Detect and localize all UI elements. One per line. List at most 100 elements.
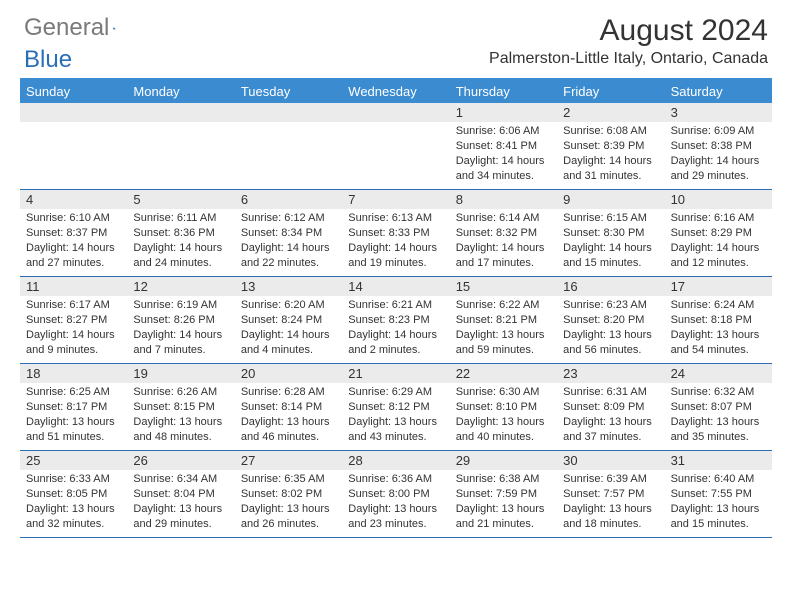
sunset-text: Sunset: 8:17 PM [26,400,121,415]
day-cell: 18Sunrise: 6:25 AMSunset: 8:17 PMDayligh… [20,364,127,450]
logo-triangle-icon [113,17,117,39]
week-row: 4Sunrise: 6:10 AMSunset: 8:37 PMDaylight… [20,190,772,277]
day-number: 29 [450,451,557,470]
day-cell: 11Sunrise: 6:17 AMSunset: 8:27 PMDayligh… [20,277,127,363]
day-body: Sunrise: 6:21 AMSunset: 8:23 PMDaylight:… [342,296,449,361]
day-cell: 1Sunrise: 6:06 AMSunset: 8:41 PMDaylight… [450,103,557,189]
day-number: 22 [450,364,557,383]
title-block: August 2024 Palmerston-Little Italy, Ont… [489,14,768,68]
sunset-text: Sunset: 8:24 PM [241,313,336,328]
sunrise-text: Sunrise: 6:30 AM [456,385,551,400]
day-number: 12 [127,277,234,296]
day-cell: 6Sunrise: 6:12 AMSunset: 8:34 PMDaylight… [235,190,342,276]
sunset-text: Sunset: 8:14 PM [241,400,336,415]
sunrise-text: Sunrise: 6:20 AM [241,298,336,313]
sunrise-text: Sunrise: 6:13 AM [348,211,443,226]
day-cell: 2Sunrise: 6:08 AMSunset: 8:39 PMDaylight… [557,103,664,189]
sunrise-text: Sunrise: 6:21 AM [348,298,443,313]
sunset-text: Sunset: 8:32 PM [456,226,551,241]
daylight-text: Daylight: 13 hours and 51 minutes. [26,415,121,445]
day-body: Sunrise: 6:06 AMSunset: 8:41 PMDaylight:… [450,122,557,187]
day-cell: 9Sunrise: 6:15 AMSunset: 8:30 PMDaylight… [557,190,664,276]
sunrise-text: Sunrise: 6:17 AM [26,298,121,313]
sunrise-text: Sunrise: 6:34 AM [133,472,228,487]
day-number: 31 [665,451,772,470]
weekday-header: Sunday [20,80,127,103]
day-cell [20,103,127,189]
day-body: Sunrise: 6:24 AMSunset: 8:18 PMDaylight:… [665,296,772,361]
day-body: Sunrise: 6:19 AMSunset: 8:26 PMDaylight:… [127,296,234,361]
day-body: Sunrise: 6:34 AMSunset: 8:04 PMDaylight:… [127,470,234,535]
day-cell: 8Sunrise: 6:14 AMSunset: 8:32 PMDaylight… [450,190,557,276]
day-cell: 31Sunrise: 6:40 AMSunset: 7:55 PMDayligh… [665,451,772,537]
day-cell: 4Sunrise: 6:10 AMSunset: 8:37 PMDaylight… [20,190,127,276]
sunrise-text: Sunrise: 6:29 AM [348,385,443,400]
daylight-text: Daylight: 14 hours and 34 minutes. [456,154,551,184]
day-body: Sunrise: 6:13 AMSunset: 8:33 PMDaylight:… [342,209,449,274]
sunrise-text: Sunrise: 6:36 AM [348,472,443,487]
day-cell: 5Sunrise: 6:11 AMSunset: 8:36 PMDaylight… [127,190,234,276]
sunrise-text: Sunrise: 6:32 AM [671,385,766,400]
sunset-text: Sunset: 8:10 PM [456,400,551,415]
daylight-text: Daylight: 13 hours and 40 minutes. [456,415,551,445]
day-body: Sunrise: 6:40 AMSunset: 7:55 PMDaylight:… [665,470,772,535]
daylight-text: Daylight: 14 hours and 24 minutes. [133,241,228,271]
day-number: 10 [665,190,772,209]
daylight-text: Daylight: 13 hours and 15 minutes. [671,502,766,532]
weekday-header: Friday [557,80,664,103]
sunrise-text: Sunrise: 6:38 AM [456,472,551,487]
day-body: Sunrise: 6:38 AMSunset: 7:59 PMDaylight:… [450,470,557,535]
day-number [342,103,449,122]
day-number: 2 [557,103,664,122]
sunset-text: Sunset: 8:02 PM [241,487,336,502]
day-body: Sunrise: 6:33 AMSunset: 8:05 PMDaylight:… [20,470,127,535]
sunrise-text: Sunrise: 6:25 AM [26,385,121,400]
day-body: Sunrise: 6:25 AMSunset: 8:17 PMDaylight:… [20,383,127,448]
sunrise-text: Sunrise: 6:11 AM [133,211,228,226]
daylight-text: Daylight: 13 hours and 29 minutes. [133,502,228,532]
sunrise-text: Sunrise: 6:15 AM [563,211,658,226]
day-body: Sunrise: 6:14 AMSunset: 8:32 PMDaylight:… [450,209,557,274]
daylight-text: Daylight: 13 hours and 59 minutes. [456,328,551,358]
daylight-text: Daylight: 13 hours and 54 minutes. [671,328,766,358]
sunrise-text: Sunrise: 6:24 AM [671,298,766,313]
daylight-text: Daylight: 14 hours and 9 minutes. [26,328,121,358]
day-number: 18 [20,364,127,383]
daylight-text: Daylight: 14 hours and 7 minutes. [133,328,228,358]
daylight-text: Daylight: 13 hours and 56 minutes. [563,328,658,358]
logo: General [24,14,137,42]
day-cell: 10Sunrise: 6:16 AMSunset: 8:29 PMDayligh… [665,190,772,276]
sunrise-text: Sunrise: 6:35 AM [241,472,336,487]
day-number: 27 [235,451,342,470]
sunrise-text: Sunrise: 6:31 AM [563,385,658,400]
weekday-header: Wednesday [342,80,449,103]
calendar: Sunday Monday Tuesday Wednesday Thursday… [20,78,772,538]
day-number: 20 [235,364,342,383]
day-cell: 21Sunrise: 6:29 AMSunset: 8:12 PMDayligh… [342,364,449,450]
month-title: August 2024 [489,14,768,48]
weeks-container: 1Sunrise: 6:06 AMSunset: 8:41 PMDaylight… [20,103,772,538]
day-body: Sunrise: 6:31 AMSunset: 8:09 PMDaylight:… [557,383,664,448]
day-body: Sunrise: 6:12 AMSunset: 8:34 PMDaylight:… [235,209,342,274]
day-cell: 7Sunrise: 6:13 AMSunset: 8:33 PMDaylight… [342,190,449,276]
day-number: 30 [557,451,664,470]
day-number: 21 [342,364,449,383]
sunset-text: Sunset: 8:04 PM [133,487,228,502]
day-cell: 15Sunrise: 6:22 AMSunset: 8:21 PMDayligh… [450,277,557,363]
page-header: General August 2024 Palmerston-Little It… [0,0,792,74]
week-row: 1Sunrise: 6:06 AMSunset: 8:41 PMDaylight… [20,103,772,190]
day-number: 16 [557,277,664,296]
sunset-text: Sunset: 8:33 PM [348,226,443,241]
day-body: Sunrise: 6:36 AMSunset: 8:00 PMDaylight:… [342,470,449,535]
day-body [342,122,449,128]
day-body: Sunrise: 6:08 AMSunset: 8:39 PMDaylight:… [557,122,664,187]
day-number: 25 [20,451,127,470]
day-body [235,122,342,128]
day-number: 28 [342,451,449,470]
day-number [127,103,234,122]
day-body: Sunrise: 6:30 AMSunset: 8:10 PMDaylight:… [450,383,557,448]
day-cell: 25Sunrise: 6:33 AMSunset: 8:05 PMDayligh… [20,451,127,537]
sunset-text: Sunset: 8:09 PM [563,400,658,415]
daylight-text: Daylight: 14 hours and 22 minutes. [241,241,336,271]
day-cell: 24Sunrise: 6:32 AMSunset: 8:07 PMDayligh… [665,364,772,450]
